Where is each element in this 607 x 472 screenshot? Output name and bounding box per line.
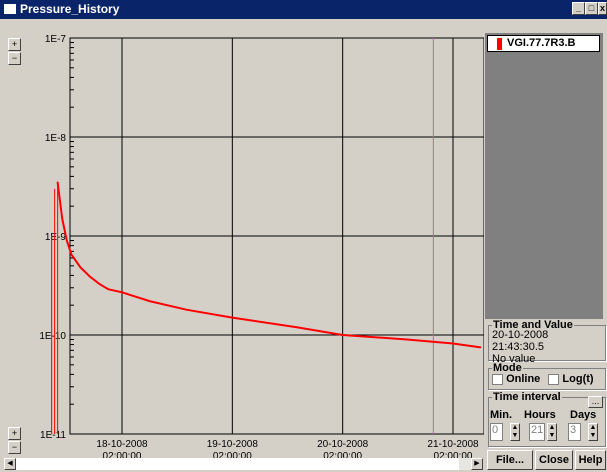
plot-area[interactable]: 1E-7 1E-8 1E-9 1E-10 1E-11 18-10-2008 02:00:00… xyxy=(4,22,484,458)
mode-group: Mode Online Log(t) xyxy=(488,362,606,390)
legend-item-label: VGI.77.7R3.B xyxy=(507,37,576,49)
online-label: Online xyxy=(506,373,541,385)
legend-panel: VGI.77.7R3.B xyxy=(485,33,603,319)
zoom-in-y-top[interactable]: + xyxy=(8,38,21,51)
y-tick-label: 1E-9 xyxy=(45,232,67,243)
scroll-thumb[interactable] xyxy=(16,458,459,470)
time-interval-group: Time interval xyxy=(488,391,606,447)
series-point xyxy=(121,291,123,294)
window-title: Pressure_History xyxy=(20,2,120,16)
series-point xyxy=(56,181,59,183)
cursor-timestamp: 20-10-2008 21:43:30.5 xyxy=(492,329,549,353)
series-point xyxy=(479,346,482,349)
window-icon xyxy=(4,4,16,14)
maximize-button[interactable]: □ xyxy=(585,2,598,15)
zoom-in-y-bottom[interactable]: + xyxy=(8,427,21,440)
minutes-input[interactable]: 0 xyxy=(490,423,503,441)
help-button[interactable]: Help xyxy=(575,450,606,470)
legend-item[interactable]: VGI.77.7R3.B xyxy=(487,35,600,52)
time-interval-more-button[interactable]: ... xyxy=(588,396,603,408)
online-checkbox[interactable] xyxy=(492,373,503,385)
days-spin[interactable]: ▲ ▼ xyxy=(588,423,598,441)
hours-label: Hours xyxy=(524,409,556,421)
pressure-chart[interactable]: 1E-71E-81E-91E-101E-1118-10-200802:00:00… xyxy=(4,22,484,458)
scroll-right-arrow[interactable]: ▶ xyxy=(471,458,483,470)
log-checkbox[interactable] xyxy=(548,373,560,385)
x-tick-date: 19-10-2008 xyxy=(207,439,259,450)
series-point xyxy=(70,253,73,256)
series-point xyxy=(452,342,454,345)
x-tick-date: 20-10-2008 xyxy=(317,439,369,450)
log-label: Log(t) xyxy=(562,373,594,385)
mode-title: Mode xyxy=(493,362,522,374)
close-button[interactable]: Close xyxy=(535,450,573,470)
series-point xyxy=(66,239,68,242)
series-point xyxy=(89,275,91,278)
days-input[interactable]: 3 xyxy=(568,423,581,441)
series-point xyxy=(406,338,408,341)
series-point xyxy=(185,308,188,311)
series-point xyxy=(231,316,234,319)
time-interval-title: Time interval xyxy=(493,391,561,403)
days-label: Days xyxy=(570,409,597,421)
x-tick-time: 02:00:00 xyxy=(434,451,473,458)
x-tick-time: 02:00:00 xyxy=(323,451,362,458)
x-tick-date: 21-10-2008 xyxy=(427,439,479,450)
time-and-value-title: Time and Value xyxy=(493,319,573,331)
series-point xyxy=(341,334,344,336)
y-tick-label: 1E-11 xyxy=(40,430,66,441)
min-label: Min. xyxy=(490,409,512,421)
series-point xyxy=(148,300,151,302)
close-window-button[interactable]: x xyxy=(598,2,607,15)
zoom-out-y-top[interactable]: − xyxy=(8,52,21,65)
y-tick-label: 1E-7 xyxy=(45,34,67,45)
series-point xyxy=(79,266,82,269)
time-and-value-group: Time and Value 20-10-2008 21:43:30.5 No … xyxy=(488,319,606,365)
x-tick-time: 02:00:00 xyxy=(213,451,252,458)
x-tick-time: 02:00:00 xyxy=(103,451,142,458)
legend-color-swatch xyxy=(497,38,502,50)
hours-input[interactable]: 21 xyxy=(529,423,545,441)
minimize-button[interactable]: _ xyxy=(572,2,585,15)
horizontal-scrollbar[interactable]: ◀ ▶ xyxy=(4,458,483,470)
x-tick-date: 18-10-2008 xyxy=(96,439,148,450)
series-point xyxy=(295,326,298,328)
file-button[interactable]: File... xyxy=(487,450,533,470)
minutes-spin[interactable]: ▲ ▼ xyxy=(510,423,520,441)
zoom-out-y-bottom[interactable]: − xyxy=(8,441,21,454)
y-tick-label: 1E-10 xyxy=(39,331,66,342)
title-bar[interactable]: Pressure_History _ □ x xyxy=(0,0,607,19)
series-point xyxy=(107,288,110,291)
hours-spin[interactable]: ▲ ▼ xyxy=(547,423,557,441)
scroll-left-arrow[interactable]: ◀ xyxy=(4,458,16,470)
y-tick-label: 1E-8 xyxy=(45,133,67,144)
series-point xyxy=(61,217,64,220)
series-point xyxy=(98,282,100,285)
